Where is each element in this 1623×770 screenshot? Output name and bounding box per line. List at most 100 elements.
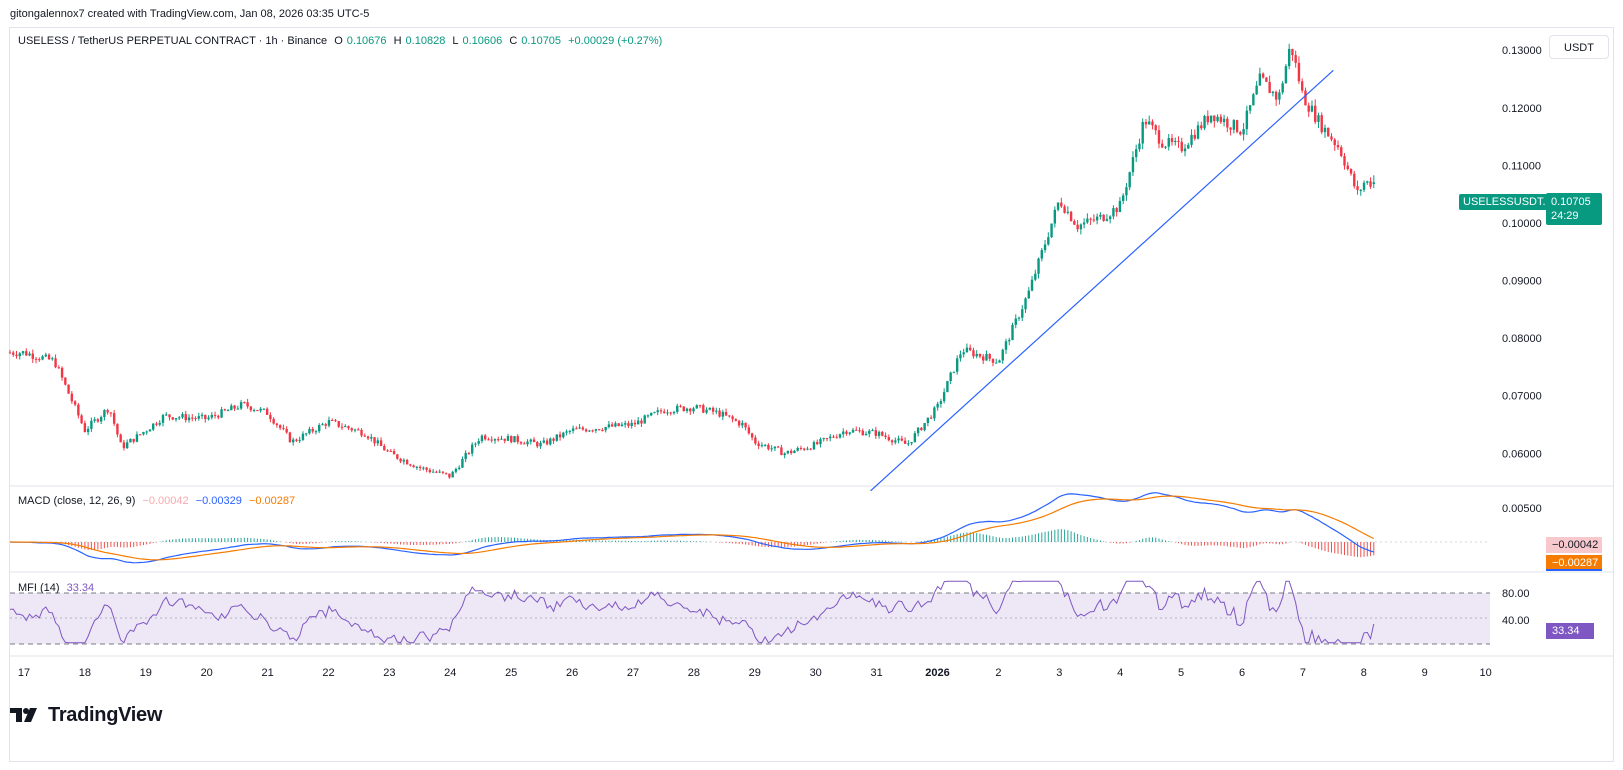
candle-body xyxy=(484,435,487,440)
candle-body xyxy=(86,428,90,433)
candle-body xyxy=(1346,165,1349,170)
candle-body xyxy=(1242,129,1245,135)
candle-body xyxy=(340,426,344,428)
candle-body xyxy=(955,358,959,372)
candle-body xyxy=(474,443,477,445)
candle-body xyxy=(741,422,744,426)
candle-body xyxy=(939,401,943,404)
candle-body xyxy=(750,433,754,438)
candle-body xyxy=(41,356,44,360)
candle-body xyxy=(311,428,314,432)
candle-body xyxy=(558,434,562,438)
candle-body xyxy=(1226,118,1229,128)
candle-body xyxy=(825,438,829,440)
candle-body xyxy=(845,431,848,434)
candle-body xyxy=(982,356,985,361)
candle-body xyxy=(702,405,705,413)
candle-body xyxy=(936,403,939,408)
candle-body xyxy=(1369,181,1372,187)
candle-body xyxy=(73,401,77,405)
mfi-legend[interactable]: MFI (14) 33.34 xyxy=(18,582,98,594)
trendline[interactable] xyxy=(870,69,1334,492)
candle-body xyxy=(1157,130,1161,144)
candle-body xyxy=(125,442,129,449)
time-axis-tick: 30 xyxy=(810,667,822,679)
candle-body xyxy=(265,408,269,415)
candle-body xyxy=(1359,189,1362,191)
candle-body xyxy=(656,410,659,413)
candle-body xyxy=(1310,105,1314,112)
time-axis-tick: 3 xyxy=(1056,667,1062,679)
candle-body xyxy=(256,410,259,412)
candle-body xyxy=(239,402,243,409)
candle-body xyxy=(318,425,321,432)
candle-body xyxy=(344,426,347,428)
candle-body xyxy=(1050,223,1053,238)
candle-body xyxy=(864,433,868,436)
candle-body xyxy=(568,430,572,432)
candle-body xyxy=(923,423,926,431)
candle-body xyxy=(135,434,139,442)
chart-frame xyxy=(9,27,1614,762)
candle-body xyxy=(832,436,835,438)
candle-body xyxy=(129,438,132,443)
candle-body xyxy=(145,431,148,433)
mfi-value: 33.34 xyxy=(66,582,95,594)
candle-body xyxy=(1304,90,1307,106)
bar-countdown: 24:29 xyxy=(1551,210,1579,222)
currency-button[interactable]: USDT xyxy=(1549,35,1609,59)
candle-body xyxy=(1108,216,1112,220)
candle-body xyxy=(1105,219,1109,221)
candle-body xyxy=(816,442,819,445)
candle-body xyxy=(913,433,917,443)
candle-body xyxy=(409,464,412,466)
tradingview-logo[interactable]: TradingView xyxy=(10,703,162,727)
candle-body xyxy=(243,402,246,404)
candle-body xyxy=(487,439,490,441)
candle-body xyxy=(578,427,581,429)
candle-body xyxy=(633,422,637,425)
price-axis: 0.13000 0.12000 0.11000 0.10000 0.09000 0.080… xyxy=(1502,45,1542,460)
time-axis-tick: 10 xyxy=(1479,667,1491,679)
candle-body xyxy=(415,466,419,468)
candle-body xyxy=(174,418,178,420)
candle-body xyxy=(1053,209,1057,224)
candle-body xyxy=(737,420,741,426)
candle-body xyxy=(770,448,773,450)
price-axis-tick: 0.06000 xyxy=(1502,448,1542,460)
candle-body xyxy=(194,418,197,420)
candle-body xyxy=(1372,182,1375,185)
price-legend[interactable]: USELESS / TetherUS PERPETUAL CONTRACT · … xyxy=(18,35,663,47)
candle-body xyxy=(259,408,262,411)
mfi-title: MFI (14) xyxy=(18,582,60,594)
candle-body xyxy=(926,417,930,424)
candle-body xyxy=(965,347,969,353)
candle-body xyxy=(689,408,692,412)
candle-body xyxy=(552,438,555,441)
candle-body xyxy=(988,353,991,359)
candle-body xyxy=(497,439,500,441)
candle-body xyxy=(337,421,340,427)
candle-body xyxy=(1235,120,1239,133)
candle-body xyxy=(549,438,552,445)
candle-body xyxy=(679,405,682,407)
candle-body xyxy=(464,452,467,459)
candle-body xyxy=(1366,181,1369,183)
candle-body xyxy=(425,467,428,470)
candle-body xyxy=(1118,200,1122,213)
candle-body xyxy=(1121,195,1125,201)
candle-body xyxy=(8,352,12,354)
candle-body xyxy=(47,354,51,360)
candle-body xyxy=(246,402,249,407)
macd-signal-value: −0.00287 xyxy=(248,495,296,507)
candle-body xyxy=(676,405,679,412)
candle-body xyxy=(588,430,591,432)
candle-body xyxy=(789,450,793,454)
macd-legend[interactable]: MACD (close, 12, 26, 9) −0.00042 −0.0032… xyxy=(18,495,299,507)
candle-body xyxy=(682,406,685,412)
candle-body xyxy=(1248,105,1252,111)
candle-body xyxy=(968,347,972,351)
candle-body xyxy=(80,415,83,424)
candle-body xyxy=(838,434,842,438)
